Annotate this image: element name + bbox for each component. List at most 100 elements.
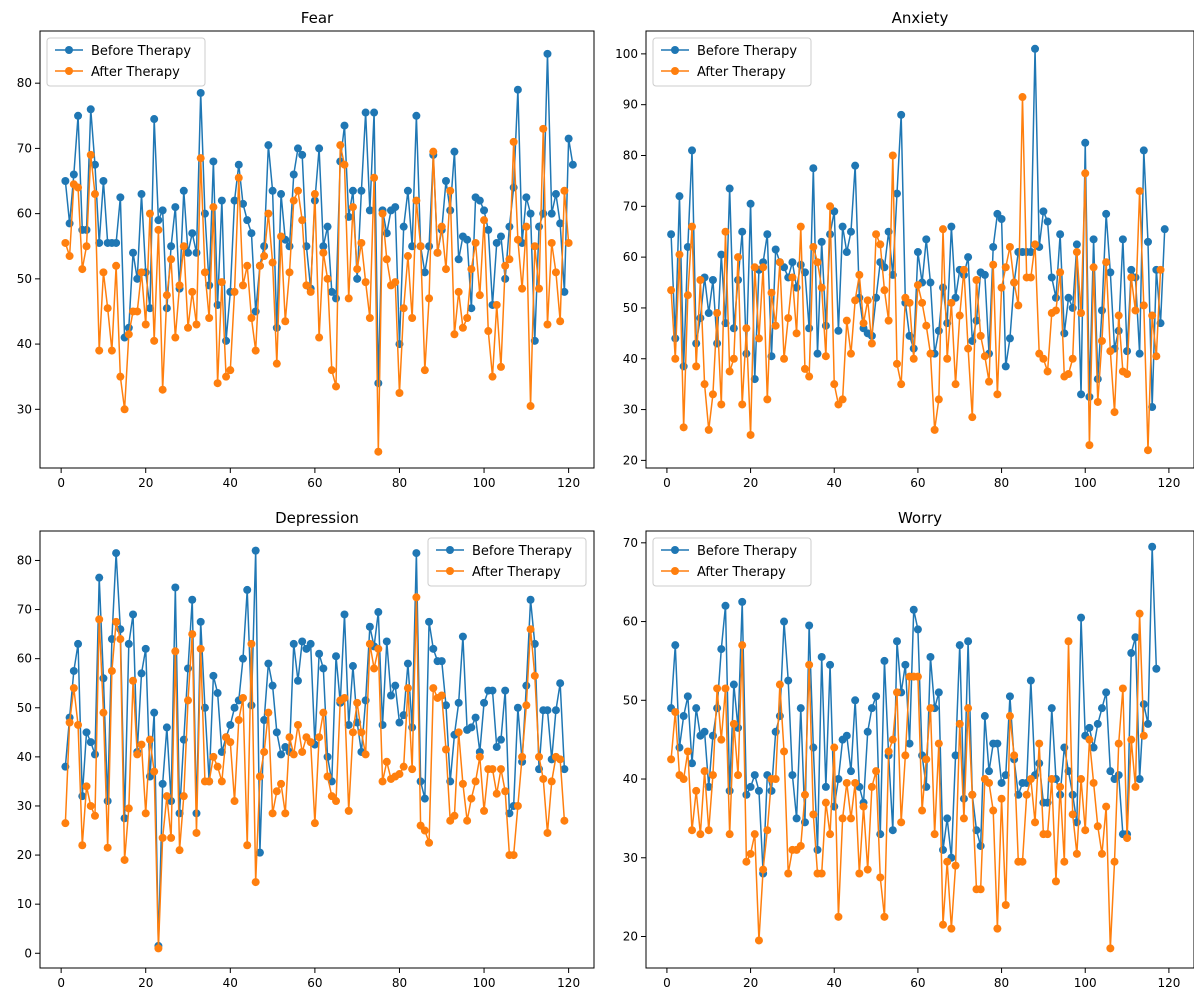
data-point	[951, 380, 960, 389]
data-point	[683, 747, 692, 756]
data-point	[141, 644, 150, 653]
data-point	[688, 826, 697, 835]
data-point	[842, 731, 851, 740]
data-point	[480, 698, 489, 707]
data-point	[162, 723, 171, 732]
data-point	[243, 841, 252, 850]
data-point	[184, 696, 193, 705]
x-tick-label: 20	[743, 976, 758, 990]
data-point	[272, 359, 281, 368]
data-point	[293, 144, 302, 153]
data-point	[922, 321, 931, 330]
data-point	[395, 718, 404, 727]
data-point	[535, 752, 544, 761]
data-point	[556, 679, 565, 688]
data-point	[408, 765, 417, 774]
data-point	[976, 841, 985, 850]
data-point	[1114, 311, 1123, 320]
data-point	[391, 681, 400, 690]
data-point	[167, 833, 176, 842]
data-point	[488, 686, 497, 695]
data-point	[980, 270, 989, 279]
data-point	[1131, 306, 1140, 315]
x-tick-label: 80	[392, 476, 407, 490]
data-point	[238, 199, 247, 208]
x-tick-label: 120	[1157, 476, 1180, 490]
data-point	[897, 380, 906, 389]
y-tick-label: 60	[623, 615, 638, 629]
data-point	[838, 222, 847, 231]
data-point	[863, 296, 872, 305]
data-point	[704, 782, 713, 791]
data-point	[679, 712, 688, 721]
data-point	[222, 372, 231, 381]
legend-box	[652, 37, 812, 87]
data-point	[1035, 739, 1044, 748]
data-point	[150, 767, 159, 776]
data-point	[980, 352, 989, 361]
data-point	[175, 846, 184, 855]
data-point	[775, 258, 784, 267]
data-point	[1127, 273, 1136, 282]
data-point	[247, 313, 256, 322]
data-point	[365, 206, 374, 215]
data-point	[704, 826, 713, 835]
data-point	[675, 192, 684, 201]
data-point	[471, 238, 480, 247]
data-point	[103, 843, 112, 852]
y-tick-label: 40	[623, 352, 638, 366]
data-point	[420, 826, 429, 835]
data-point	[310, 819, 319, 828]
data-point	[909, 605, 918, 614]
data-point	[264, 708, 273, 717]
data-point	[851, 778, 860, 787]
data-point	[771, 245, 780, 254]
data-point	[834, 775, 843, 784]
data-point	[922, 235, 931, 244]
data-point	[332, 294, 341, 303]
data-point	[463, 816, 472, 825]
data-point	[1051, 306, 1060, 315]
data-point	[425, 294, 434, 303]
data-point	[985, 767, 994, 776]
data-point	[959, 814, 968, 823]
data-point	[725, 184, 734, 193]
data-point	[692, 362, 701, 371]
data-point	[446, 186, 455, 195]
data-point	[107, 346, 116, 355]
data-point	[95, 573, 104, 582]
data-point	[268, 681, 277, 690]
data-point	[247, 229, 256, 238]
data-point	[298, 216, 307, 225]
data-point	[1089, 263, 1098, 272]
x-tick-label: 120	[557, 976, 580, 990]
data-point	[496, 735, 505, 744]
y-tick-label: 20	[623, 930, 638, 944]
data-point	[667, 755, 676, 764]
data-point	[226, 720, 235, 729]
data-point	[116, 193, 125, 202]
data-point	[750, 830, 759, 839]
data-point	[513, 235, 522, 244]
data-point	[1072, 849, 1081, 858]
x-tick-label: 60	[910, 476, 925, 490]
data-point	[315, 649, 324, 658]
data-point	[1102, 258, 1111, 267]
data-point	[780, 354, 789, 363]
data-point	[934, 326, 943, 335]
data-point	[742, 324, 751, 333]
data-point	[746, 849, 755, 858]
data-point	[876, 873, 885, 882]
data-point	[116, 635, 125, 644]
data-point	[488, 765, 497, 774]
data-point	[842, 316, 851, 325]
data-point	[179, 186, 188, 195]
data-point	[289, 170, 298, 179]
data-point	[817, 237, 826, 246]
data-point	[509, 137, 518, 146]
data-point	[913, 625, 922, 634]
data-point	[809, 242, 818, 251]
data-point	[260, 242, 269, 251]
data-point	[129, 610, 138, 619]
data-point	[1056, 782, 1065, 791]
